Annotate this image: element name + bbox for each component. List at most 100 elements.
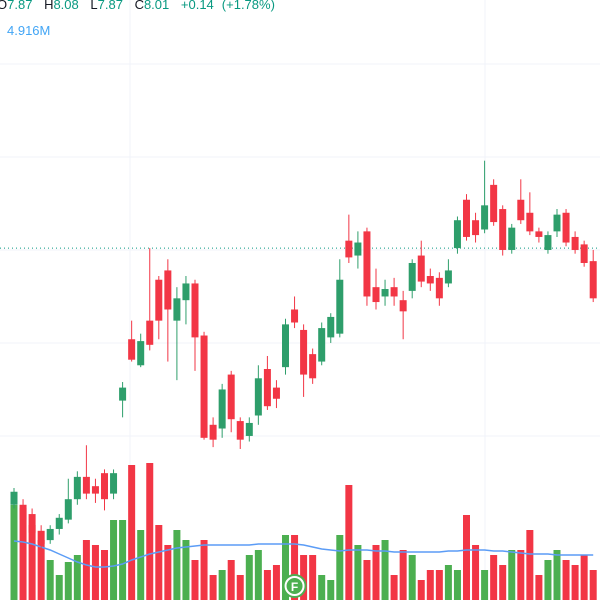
volume-bar (191, 560, 199, 600)
volume-bar (372, 545, 380, 600)
volume-bar (417, 580, 425, 600)
candle-body (263, 369, 271, 407)
value: 7.87 (7, 0, 33, 12)
volume-bar (10, 505, 18, 600)
candle-body (463, 199, 470, 237)
candle-body (282, 324, 289, 368)
volume-bar (64, 562, 72, 600)
candle-body (101, 473, 108, 500)
volume-bar (481, 570, 489, 600)
volume-bar (390, 575, 398, 600)
candle-body (10, 491, 18, 505)
volume-bar (589, 570, 597, 600)
candle-body (137, 341, 145, 366)
candle-body (200, 335, 208, 438)
candle-body (553, 214, 561, 232)
candle-body (155, 279, 163, 321)
candle-body (435, 277, 443, 299)
volume-legend: 4.916M (7, 23, 51, 38)
candle-body (64, 499, 72, 520)
label: O (0, 0, 8, 12)
volume-bar (562, 560, 570, 600)
candle-body (535, 231, 543, 237)
volume-bar (508, 550, 516, 600)
volume-bar (571, 565, 579, 600)
volume-bar (517, 550, 525, 600)
volume-ma-line (13, 540, 594, 568)
candle-body (517, 199, 525, 221)
candle-body (481, 205, 489, 230)
volume-bar (426, 570, 434, 600)
volume-bar (19, 508, 27, 600)
volume-bar (146, 463, 154, 600)
volume-bar (164, 545, 172, 600)
candle-body (580, 244, 588, 263)
candle-body (381, 289, 389, 297)
volume-bar (499, 565, 507, 600)
volume-bar (200, 540, 208, 600)
volume-bar (209, 575, 217, 600)
candle-body (318, 328, 326, 362)
candle-body (345, 240, 353, 258)
candle-body (191, 283, 199, 338)
volume-bar (218, 570, 226, 600)
candle-body (300, 329, 308, 375)
candle-body (55, 517, 63, 529)
candle-body (37, 530, 45, 544)
candle-body (254, 378, 262, 416)
volume-bar (28, 525, 36, 600)
candle-body (73, 476, 81, 500)
candle-body (327, 316, 335, 338)
candle-body (164, 270, 172, 310)
volume-bar (435, 570, 443, 600)
volume-bar (137, 530, 145, 600)
volume-bar (263, 570, 271, 600)
volume-bar (101, 550, 108, 600)
volume-bar (544, 560, 552, 600)
volume-bar (381, 540, 389, 600)
volume-bar (399, 550, 407, 600)
volume-bar (336, 535, 344, 600)
value: 8.08 (53, 0, 79, 12)
volume-bar (272, 565, 280, 600)
candle-body (209, 424, 217, 440)
volume-bar (236, 575, 244, 600)
volume-bar (245, 555, 253, 600)
candle-body (91, 486, 99, 494)
candle-body (363, 231, 371, 297)
candle-body (408, 262, 416, 291)
volume-bar (91, 545, 99, 600)
candle-body (236, 421, 244, 440)
volume-bar (37, 540, 45, 600)
candle-body (526, 212, 534, 232)
value: 7.87 (97, 0, 123, 12)
volume-bar (453, 570, 461, 600)
volume-bar (128, 465, 136, 600)
label: C (134, 0, 144, 12)
volume-bar (408, 555, 416, 600)
candle-body (245, 422, 253, 436)
candle-body (46, 528, 54, 541)
candle-body (119, 387, 127, 401)
change: +0.14 (180, 0, 214, 12)
candle-body (218, 389, 226, 429)
candle-body (426, 276, 434, 284)
candle-body (110, 473, 118, 494)
candle-body (544, 235, 552, 250)
value: 8.01 (143, 0, 170, 12)
candle-body (390, 287, 398, 297)
volume-bar (309, 555, 317, 600)
change-pct: (+1.78%) (221, 0, 275, 12)
candle-body (417, 255, 425, 282)
candle-body (336, 279, 344, 334)
candle-body (444, 270, 452, 284)
candle-body (182, 283, 190, 301)
volume-bar (73, 555, 81, 600)
volume-bar (354, 545, 362, 600)
candle-body (453, 220, 461, 249)
candle-body (272, 387, 280, 399)
volume-bar (182, 540, 190, 600)
volume-bar (318, 575, 326, 600)
candle-body (354, 242, 362, 256)
